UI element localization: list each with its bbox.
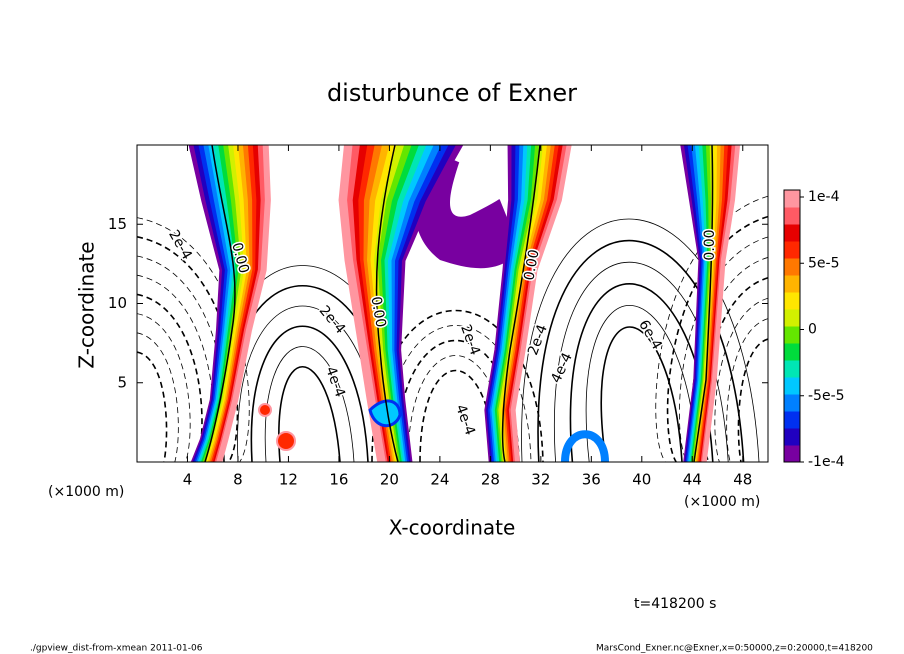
colorbar-segment <box>784 190 800 208</box>
contour-label: 0.00 <box>521 248 542 281</box>
contour-line <box>501 145 541 462</box>
colorbar-frame <box>783 189 801 463</box>
contour-line <box>137 332 179 462</box>
colorbar-segment <box>784 207 800 225</box>
colorbar-segment <box>784 241 800 259</box>
footer-left: ./gpview_dist-from-xmean 2011-01-06 <box>30 644 203 654</box>
colorbar-segment <box>784 224 800 242</box>
colorbar-tick-label: 1e-4 <box>808 189 840 205</box>
colorbar-tick-label: -5e-5 <box>808 388 845 404</box>
x-tick-label: 32 <box>531 471 550 489</box>
contour-line <box>600 326 683 462</box>
x-tick-label: 48 <box>733 471 752 489</box>
field-band <box>510 145 572 462</box>
contour-label: 0.00 <box>702 229 718 260</box>
colorbar-segment <box>784 309 800 327</box>
y-tick-label: 15 <box>108 215 127 233</box>
colorbar-segment <box>784 292 800 310</box>
contour-label: 6e-4 <box>635 317 665 352</box>
x-tick-label: 44 <box>683 471 702 489</box>
colorbar-segment <box>784 360 800 378</box>
x-tick-label: 16 <box>329 471 348 489</box>
field-blob <box>276 431 296 451</box>
contour-line <box>537 240 745 462</box>
contour-line <box>204 145 236 462</box>
colorbar-tick-label: 0 <box>808 322 817 338</box>
contour-label: 4e-4 <box>452 402 478 437</box>
colorbar-tick-label: 5e-5 <box>808 255 839 271</box>
contour-line <box>714 297 768 462</box>
contour-line <box>137 351 168 462</box>
contour-line <box>521 218 760 462</box>
colorbar-tick-label: -1e-4 <box>808 454 845 470</box>
contour-line <box>137 313 191 462</box>
colorbar-segment <box>784 445 800 463</box>
colorbar-segment <box>784 428 800 446</box>
colorbar-segment <box>784 411 800 429</box>
x-axis-label: X-coordinate <box>389 516 516 540</box>
field-band <box>701 145 741 462</box>
x-tick-label: 36 <box>582 471 601 489</box>
contour-label: 2e-4 <box>457 322 483 357</box>
field-blob <box>258 403 272 417</box>
contour-line <box>137 293 203 462</box>
x-tick-label: 24 <box>430 471 449 489</box>
colorbar-segment <box>784 326 800 344</box>
contour-line <box>679 236 768 462</box>
chart-title: disturbunce of Exner <box>327 79 577 107</box>
field-band <box>216 145 271 462</box>
x-tick-label: 40 <box>632 471 651 489</box>
time-label: t=418200 s <box>634 596 716 612</box>
y-axis-label: Z-coordinate <box>75 241 99 368</box>
field-blob <box>368 399 402 428</box>
contour-line <box>737 338 768 462</box>
contour-line <box>666 215 768 462</box>
x-unit-label: (×1000 m) <box>48 484 124 500</box>
colorbar-segment <box>784 343 800 361</box>
y-tick-label: 5 <box>117 373 127 391</box>
colorbar-segment <box>784 377 800 395</box>
footer-right: MarsCond_Exner.nc@Exner,x=0:50000,z=0:20… <box>596 644 873 654</box>
contour-line <box>693 145 714 462</box>
x-tick-label: 20 <box>380 471 399 489</box>
x-tick-label: 12 <box>279 471 298 489</box>
x-tick-label: 4 <box>183 471 193 489</box>
contour-line <box>278 365 341 462</box>
field-blob <box>561 430 609 462</box>
contour-line <box>375 145 399 462</box>
contour-line <box>250 325 369 462</box>
x-tick-label: 8 <box>233 471 243 489</box>
field <box>137 145 768 462</box>
y-tick-label: 10 <box>108 294 127 312</box>
x-tick-label: 28 <box>481 471 500 489</box>
contour-line <box>585 305 698 462</box>
colorbar-segment <box>784 258 800 276</box>
contour-line <box>726 318 768 462</box>
colorbar-segment <box>784 394 800 412</box>
x-unit-label: (×1000 m) <box>684 494 760 510</box>
colorbar-segment <box>784 275 800 293</box>
